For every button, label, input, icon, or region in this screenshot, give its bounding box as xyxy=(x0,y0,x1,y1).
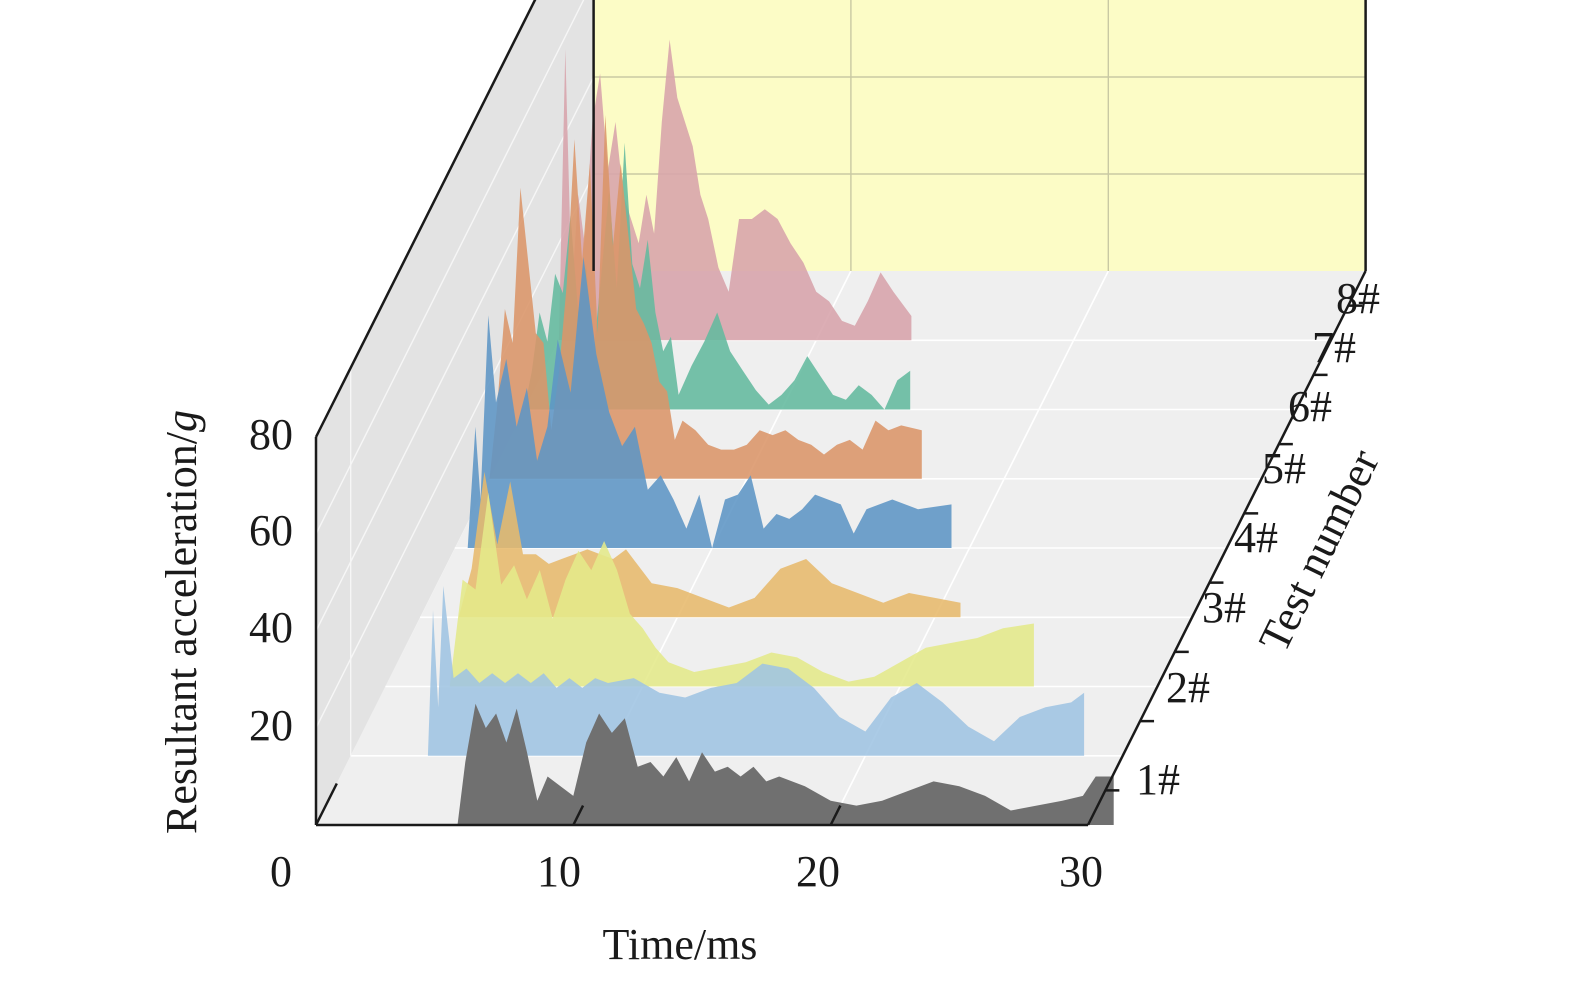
z-tick-label-2: 2# xyxy=(1166,663,1210,712)
y-axis-title: Resultant acceleration/g xyxy=(157,410,206,834)
chart-series-areas xyxy=(427,39,1114,825)
chart-axes xyxy=(314,0,1367,827)
x-tick-10 xyxy=(572,805,585,826)
y-axis-title-text: Resultant acceleration/ xyxy=(157,431,206,834)
x-tick-label-20: 20 xyxy=(796,847,840,896)
y-tick-labels: 20 40 60 80 xyxy=(249,410,293,750)
x-axis-title: Time/ms xyxy=(603,920,758,969)
z-axis-line xyxy=(1086,270,1367,826)
back-wall-frame xyxy=(592,0,1367,271)
side-grid-acc-20 xyxy=(315,173,595,729)
z-tick-label-7: 7# xyxy=(1312,323,1356,372)
series-area-2 xyxy=(427,586,1085,756)
series-area-3 xyxy=(449,492,1034,687)
x-tick-20 xyxy=(829,805,842,826)
x-tick-label-30: 30 xyxy=(1059,847,1103,896)
y-tick-label-80: 80 xyxy=(249,410,293,459)
side-wall-top-edge xyxy=(314,0,537,438)
z-tick-label-8: 8# xyxy=(1336,274,1380,323)
y-tick-label-40: 40 xyxy=(249,603,293,652)
floor-left-edge xyxy=(314,782,338,826)
x-tick-labels: 0 10 20 30 xyxy=(270,847,1103,896)
back-wall xyxy=(593,0,1366,271)
z-tick-label-3: 3# xyxy=(1202,583,1246,632)
series-area-1 xyxy=(457,703,1114,825)
z-tick-label-4: 4# xyxy=(1234,513,1278,562)
x-tick-label-0: 0 xyxy=(270,847,292,896)
z-tick-label-5: 5# xyxy=(1262,444,1306,493)
series-area-5 xyxy=(467,257,952,548)
z-tick-label-1: 1# xyxy=(1136,755,1180,804)
y-tick-label-20: 20 xyxy=(249,701,293,750)
side-wall xyxy=(316,0,594,825)
x-tick-label-10: 10 xyxy=(537,847,581,896)
side-grid-acc-40 xyxy=(315,76,595,632)
y-tick-label-60: 60 xyxy=(249,506,293,555)
z-tick-label-6: 6# xyxy=(1288,382,1332,431)
y-axis-title-unit: g xyxy=(157,410,206,432)
side-grid-acc-60 xyxy=(315,0,585,535)
z-tick-labels: 1# 2# 3# 4# 5# 6# 7# 8# xyxy=(1136,274,1380,804)
